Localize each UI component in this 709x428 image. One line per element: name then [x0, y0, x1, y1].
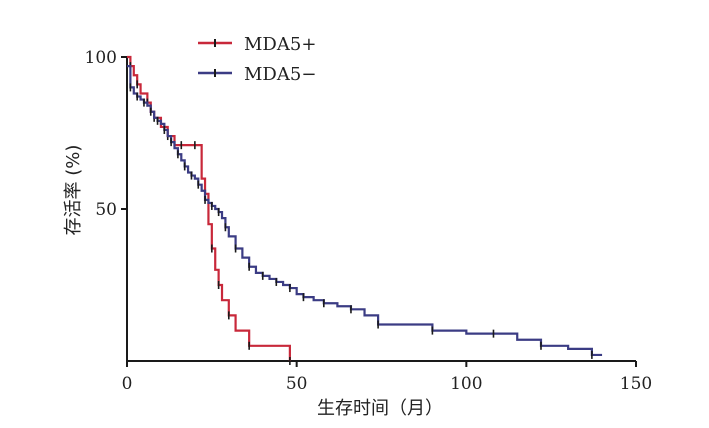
x-axis-title: 生存时间（月） [317, 398, 443, 419]
x-tick-label-0: 0 [122, 374, 133, 394]
legend: MDA5+ MDA5− [198, 34, 316, 85]
series-line-1 [127, 65, 603, 357]
ticks-layer: 0 50 100 150 50 100 [85, 48, 653, 394]
series-0 [127, 55, 291, 365]
y-axis-title: 存活率 (%) [63, 145, 84, 236]
series-layer [127, 55, 603, 365]
legend-label-mda5-positive: MDA5+ [244, 34, 316, 55]
y-tick-label-0: 50 [95, 200, 117, 220]
x-tick-label-3: 150 [620, 374, 652, 394]
x-tick-label-1: 50 [286, 374, 308, 394]
y-tick-label-1: 100 [85, 48, 117, 68]
series-line-0 [127, 55, 291, 361]
legend-label-mda5-negative: MDA5− [244, 64, 316, 85]
series-1 [127, 65, 603, 359]
x-tick-label-2: 100 [450, 374, 482, 394]
